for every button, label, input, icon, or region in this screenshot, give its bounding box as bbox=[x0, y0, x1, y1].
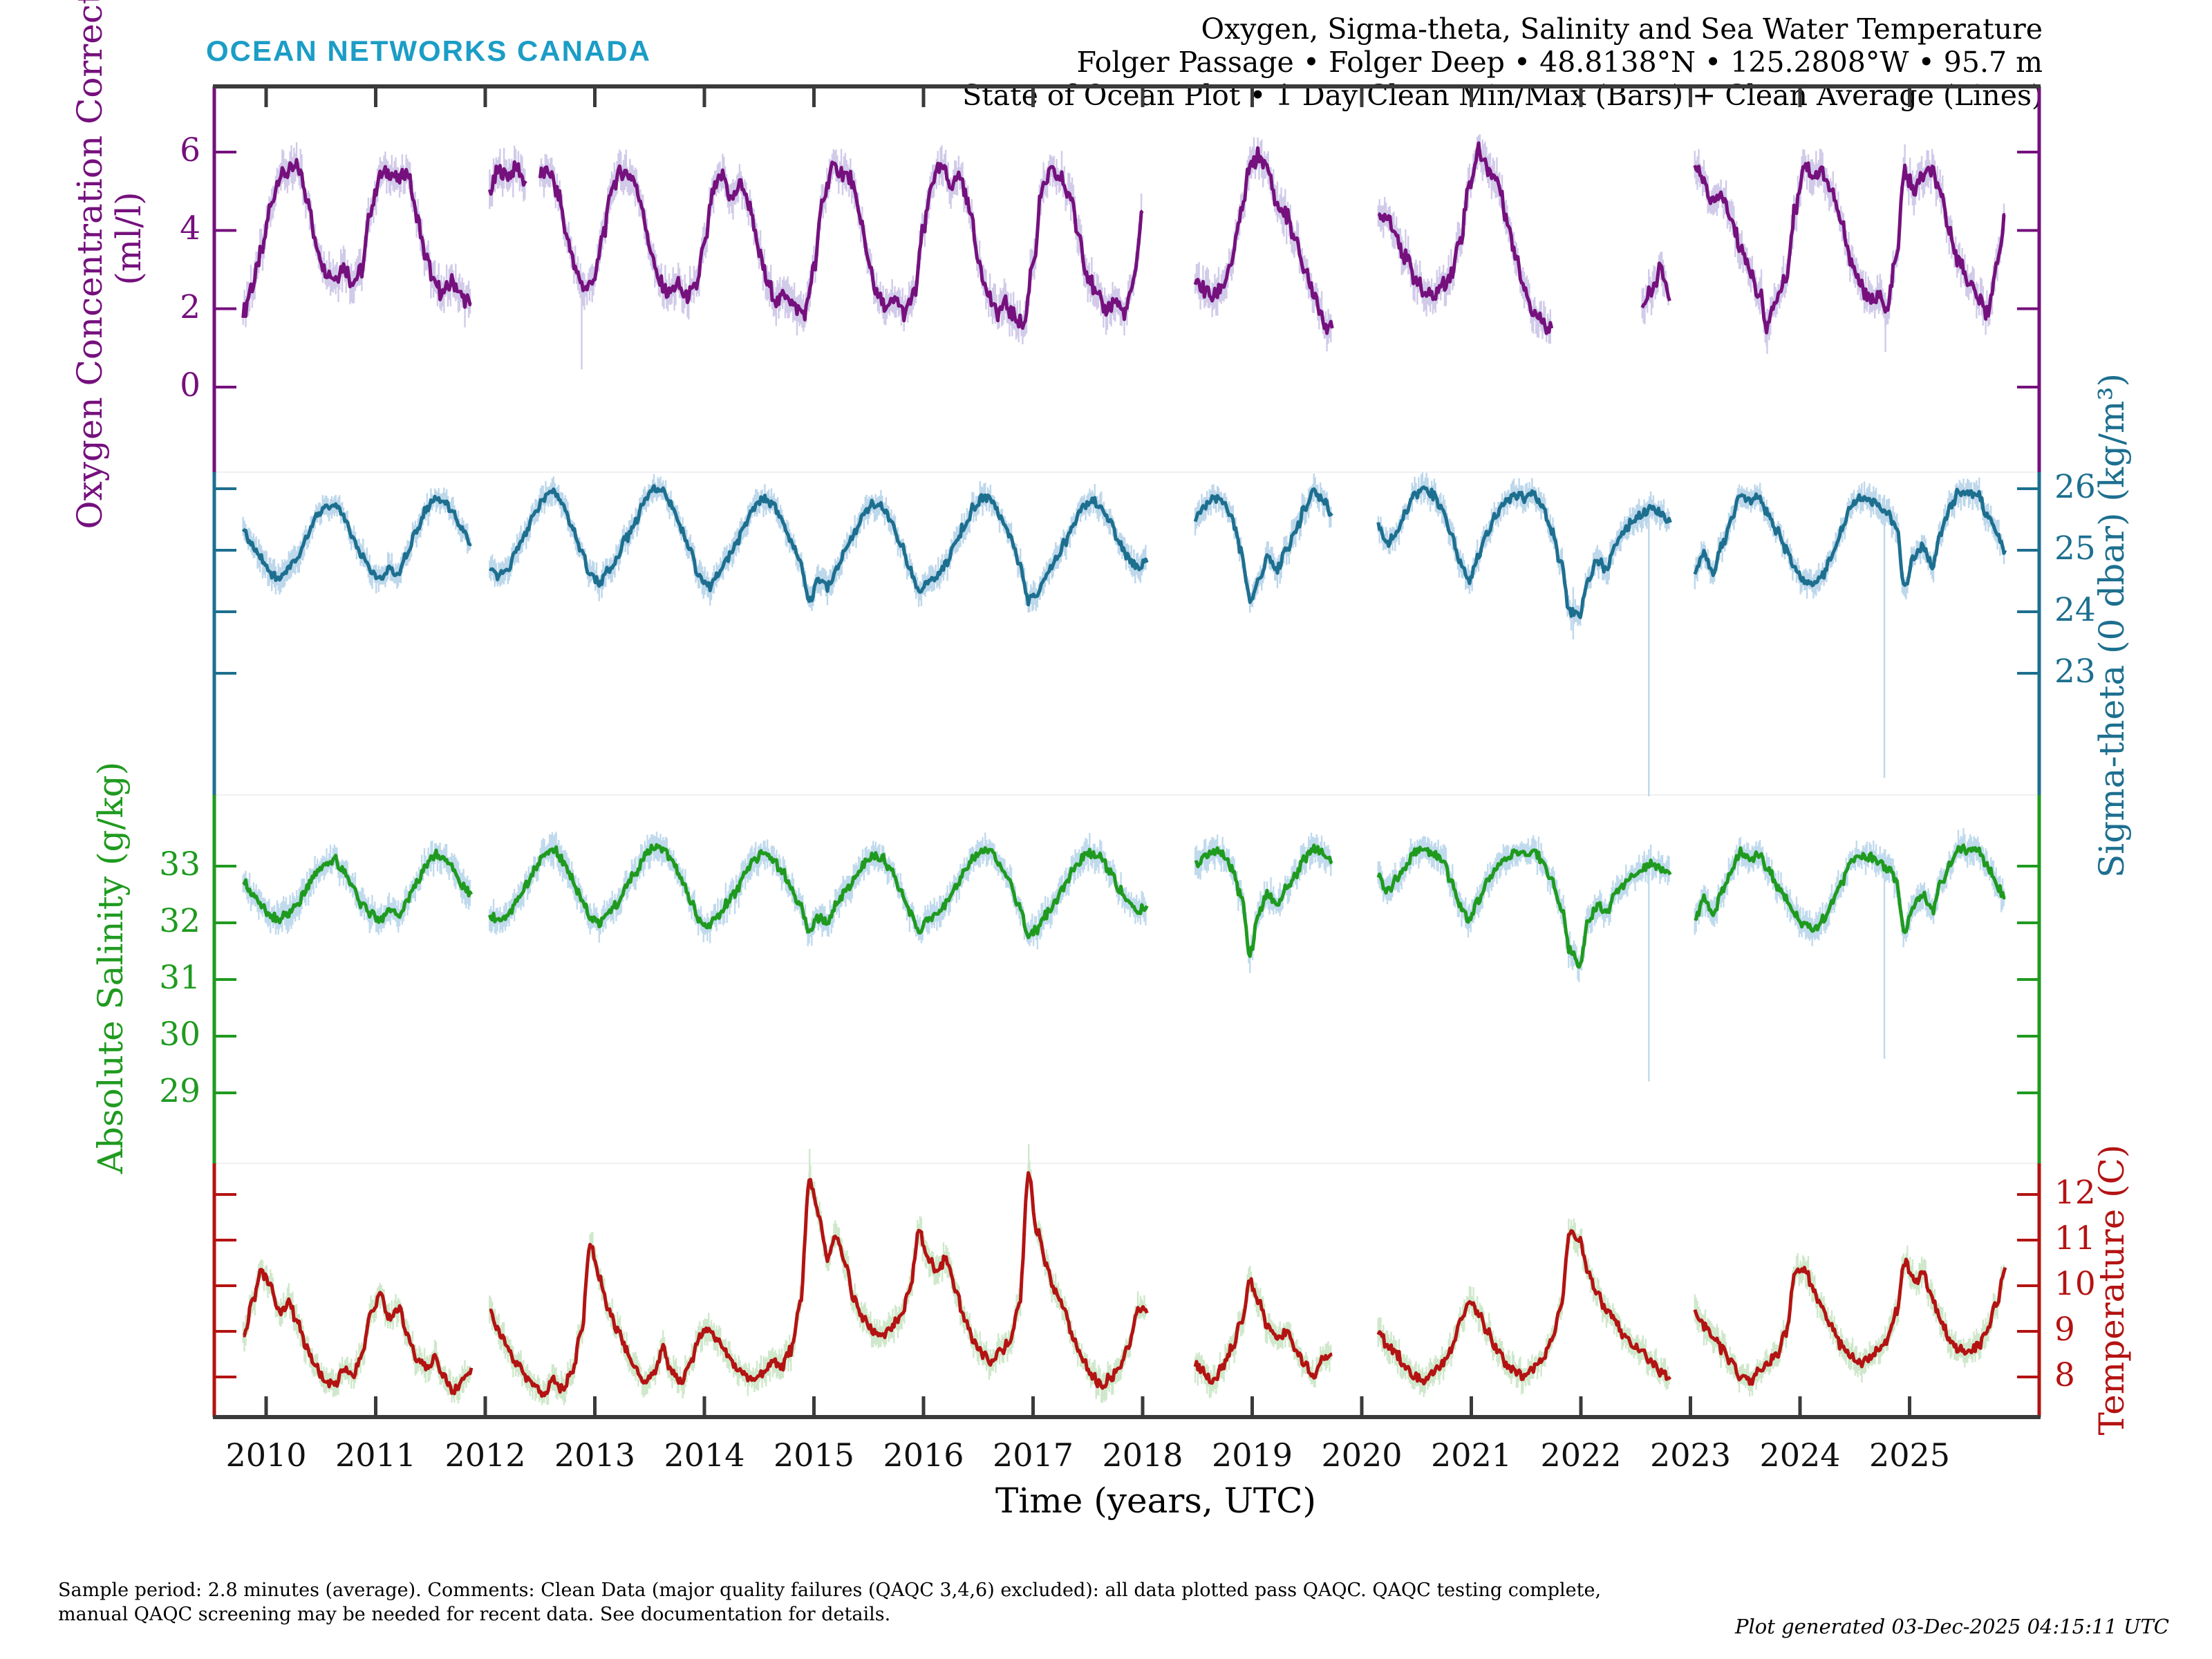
oxygen-tick-label: 6 bbox=[180, 131, 200, 169]
x-tick-label-2018: 2018 bbox=[1102, 1436, 1183, 1474]
temperature-average-line bbox=[243, 1268, 474, 1396]
temperature-average-line bbox=[1376, 1229, 1672, 1386]
temperature-tick-label: 12 bbox=[2054, 1174, 2096, 1212]
x-tick-label-2022: 2022 bbox=[1540, 1436, 1622, 1474]
plot-generated-timestamp: Plot generated 03-Dec-2025 04:15:11 UTC bbox=[1734, 1615, 2169, 1638]
footer-comments-line1: Sample period: 2.8 minutes (average). Co… bbox=[58, 1580, 1602, 1601]
sigma-theta-tick-label: 23 bbox=[2054, 653, 2096, 691]
oxygen-average-line bbox=[538, 160, 1144, 330]
oxygen-average-line bbox=[1640, 261, 1671, 309]
oxygen-average-line bbox=[487, 160, 527, 196]
salinity-tick-label: 29 bbox=[159, 1072, 200, 1110]
x-tick-label-2012: 2012 bbox=[444, 1436, 526, 1474]
sigma-theta-average-line bbox=[241, 494, 472, 582]
x-tick-label-2011: 2011 bbox=[335, 1436, 417, 1474]
x-tick-label-2024: 2024 bbox=[1759, 1436, 1841, 1474]
x-tick-label-2010: 2010 bbox=[225, 1436, 307, 1474]
x-tick-label-2015: 2015 bbox=[773, 1436, 855, 1474]
salinity-tick-label: 31 bbox=[159, 959, 200, 997]
x-tick-label-2020: 2020 bbox=[1321, 1436, 1403, 1474]
temperature-average-line bbox=[489, 1171, 1149, 1398]
chart-title-line1: Oxygen, Sigma-theta, Salinity and Sea Wa… bbox=[1201, 12, 2043, 46]
temperature-average-line bbox=[1193, 1277, 1333, 1385]
oxygen-tick-label: 2 bbox=[180, 288, 200, 326]
salinity-average-line bbox=[1694, 843, 2006, 935]
sigma-theta-axis-title: Sigma-theta (0 dbar) (kg/m³) bbox=[2092, 373, 2132, 879]
salinity-axis-title: Absolute Salinity (g/kg) bbox=[91, 761, 131, 1174]
x-tick-label-2016: 2016 bbox=[883, 1436, 964, 1474]
temperature-minmax-bars bbox=[242, 1144, 2005, 1405]
sigma-theta-tick-label: 26 bbox=[2054, 468, 2096, 506]
x-tick-label-2017: 2017 bbox=[992, 1436, 1074, 1474]
oxygen-tick-label: 4 bbox=[180, 209, 200, 248]
sigma-theta-minmax-bars bbox=[242, 472, 2005, 796]
oxygen-average-line bbox=[241, 158, 472, 319]
oxygen-average-line bbox=[1193, 146, 1334, 335]
chart-title-line2: Folger Passage • Folger Deep • 48.8138°N… bbox=[1076, 46, 2043, 79]
salinity-average-line bbox=[242, 848, 474, 925]
temperature-tick-label: 8 bbox=[2054, 1356, 2075, 1394]
x-tick-label-2013: 2013 bbox=[554, 1436, 636, 1474]
sigma-theta-average-line bbox=[1376, 485, 1672, 619]
footer-comments: Sample period: 2.8 minutes (average). Co… bbox=[58, 1578, 1601, 1627]
x-axis-title: Time (years, UTC) bbox=[995, 1481, 1316, 1521]
salinity-tick-label: 30 bbox=[159, 1015, 200, 1053]
x-tick-label-2021: 2021 bbox=[1430, 1436, 1512, 1474]
sigma-theta-average-line bbox=[1693, 487, 2007, 588]
ocean-networks-canada-logo: OCEAN NETWORKS CANADA bbox=[206, 35, 651, 67]
salinity-tick-label: 33 bbox=[159, 845, 200, 883]
salinity-minmax-bars bbox=[242, 828, 2005, 1082]
salinity-average-line bbox=[1194, 843, 1333, 958]
oxygen-axis-title: Oxygen Concentration Corrected (ml/l) bbox=[70, 0, 149, 529]
footer-comments-line2: manual QAQC screening may be needed for … bbox=[58, 1604, 891, 1625]
temperature-average-line bbox=[1693, 1257, 2007, 1386]
x-tick-label-2023: 2023 bbox=[1649, 1436, 1732, 1474]
oxygen-average-line bbox=[1693, 161, 2006, 335]
oxygen-average-line bbox=[1377, 141, 1554, 335]
salinity-tick-label: 32 bbox=[159, 902, 200, 940]
x-tick-label-2025: 2025 bbox=[1868, 1436, 1951, 1474]
salinity-average-line bbox=[1376, 845, 1672, 969]
temperature-tick-label: 11 bbox=[2054, 1219, 2096, 1257]
sigma-theta-tick-label: 24 bbox=[2054, 591, 2096, 629]
temperature-axis-title: Temperature (C) bbox=[2092, 1144, 2132, 1436]
temperature-tick-label: 9 bbox=[2054, 1311, 2075, 1349]
temperature-tick-label: 10 bbox=[2054, 1265, 2096, 1303]
sigma-theta-average-line bbox=[489, 484, 1149, 607]
salinity-average-line bbox=[487, 843, 1149, 939]
sigma-theta-average-line bbox=[1193, 487, 1333, 604]
oxygen-tick-label: 0 bbox=[180, 366, 200, 405]
x-tick-label-2014: 2014 bbox=[664, 1436, 745, 1474]
sigma-theta-tick-label: 25 bbox=[2054, 529, 2096, 568]
x-tick-label-2019: 2019 bbox=[1211, 1436, 1293, 1474]
